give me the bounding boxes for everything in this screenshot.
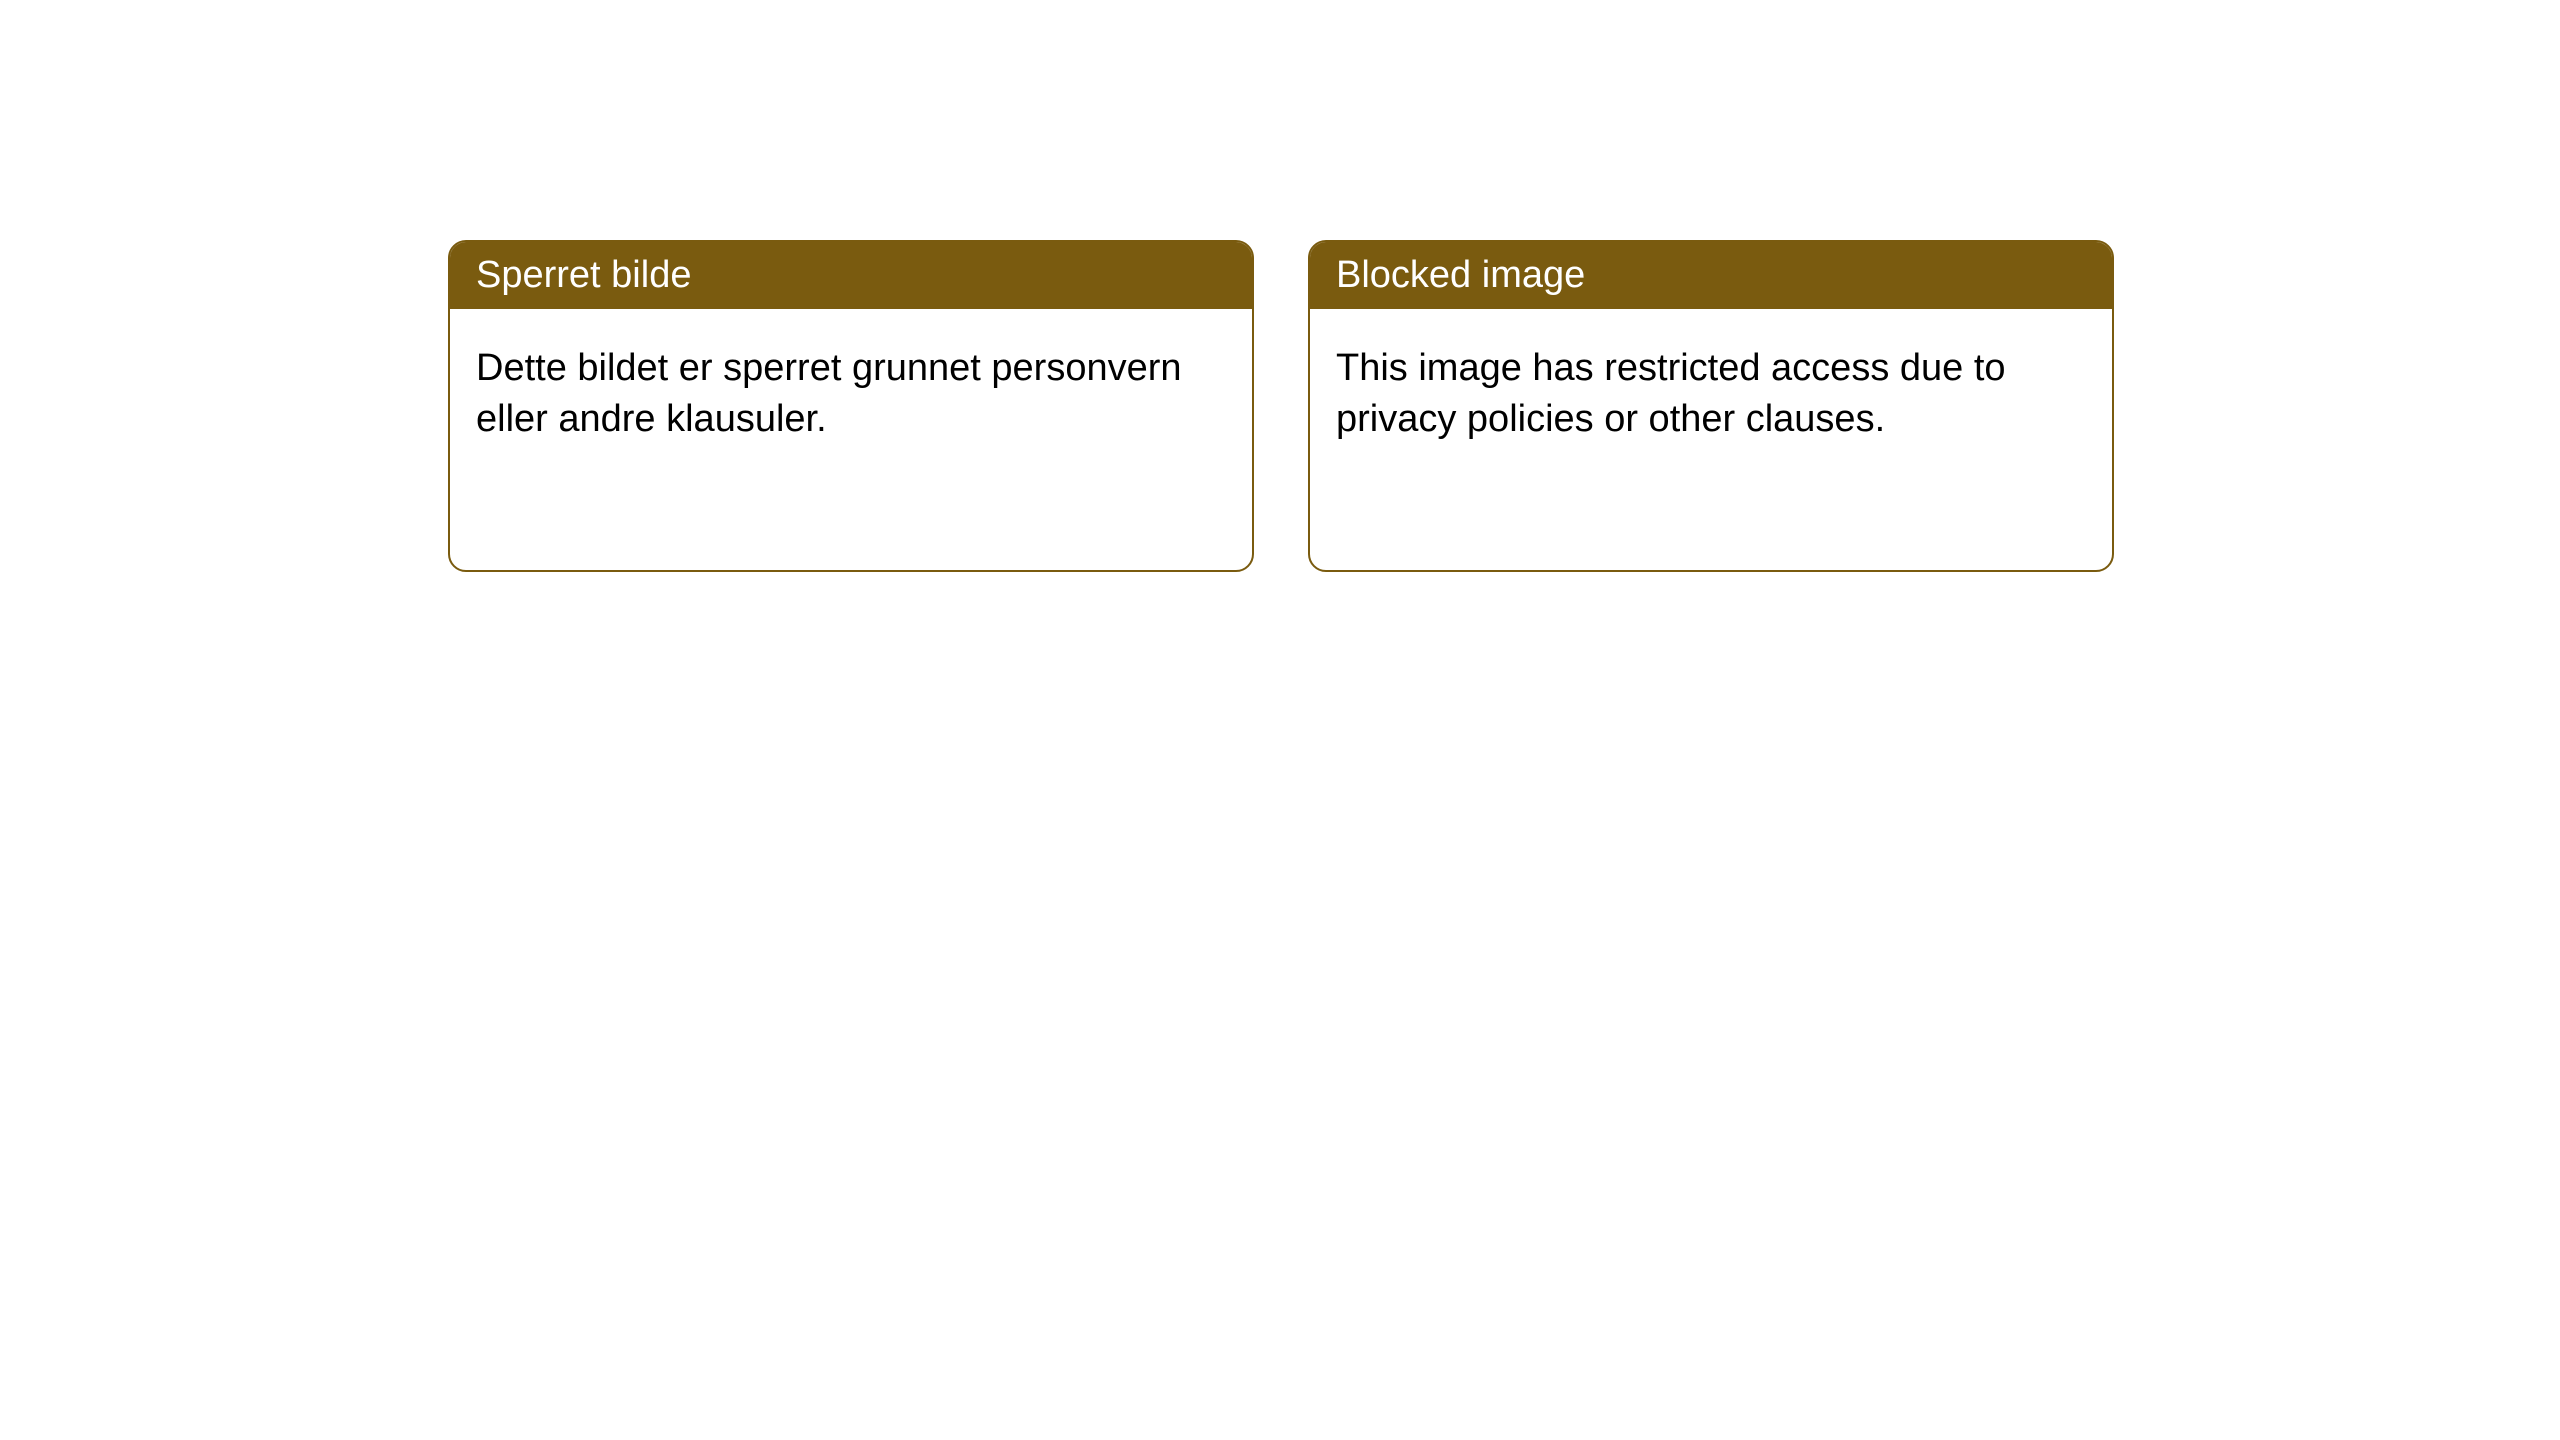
card-body: Dette bildet er sperret grunnet personve… [450, 309, 1252, 480]
blocked-image-card-no: Sperret bilde Dette bildet er sperret gr… [448, 240, 1254, 572]
card-title: Blocked image [1336, 254, 1585, 296]
blocked-image-card-en: Blocked image This image has restricted … [1308, 240, 2114, 572]
card-body: This image has restricted access due to … [1310, 309, 2112, 480]
card-header: Sperret bilde [450, 242, 1252, 309]
card-header: Blocked image [1310, 242, 2112, 309]
cards-container: Sperret bilde Dette bildet er sperret gr… [448, 240, 2560, 572]
card-title: Sperret bilde [476, 254, 691, 296]
card-body-text: This image has restricted access due to … [1336, 347, 2006, 440]
card-body-text: Dette bildet er sperret grunnet personve… [476, 347, 1182, 440]
